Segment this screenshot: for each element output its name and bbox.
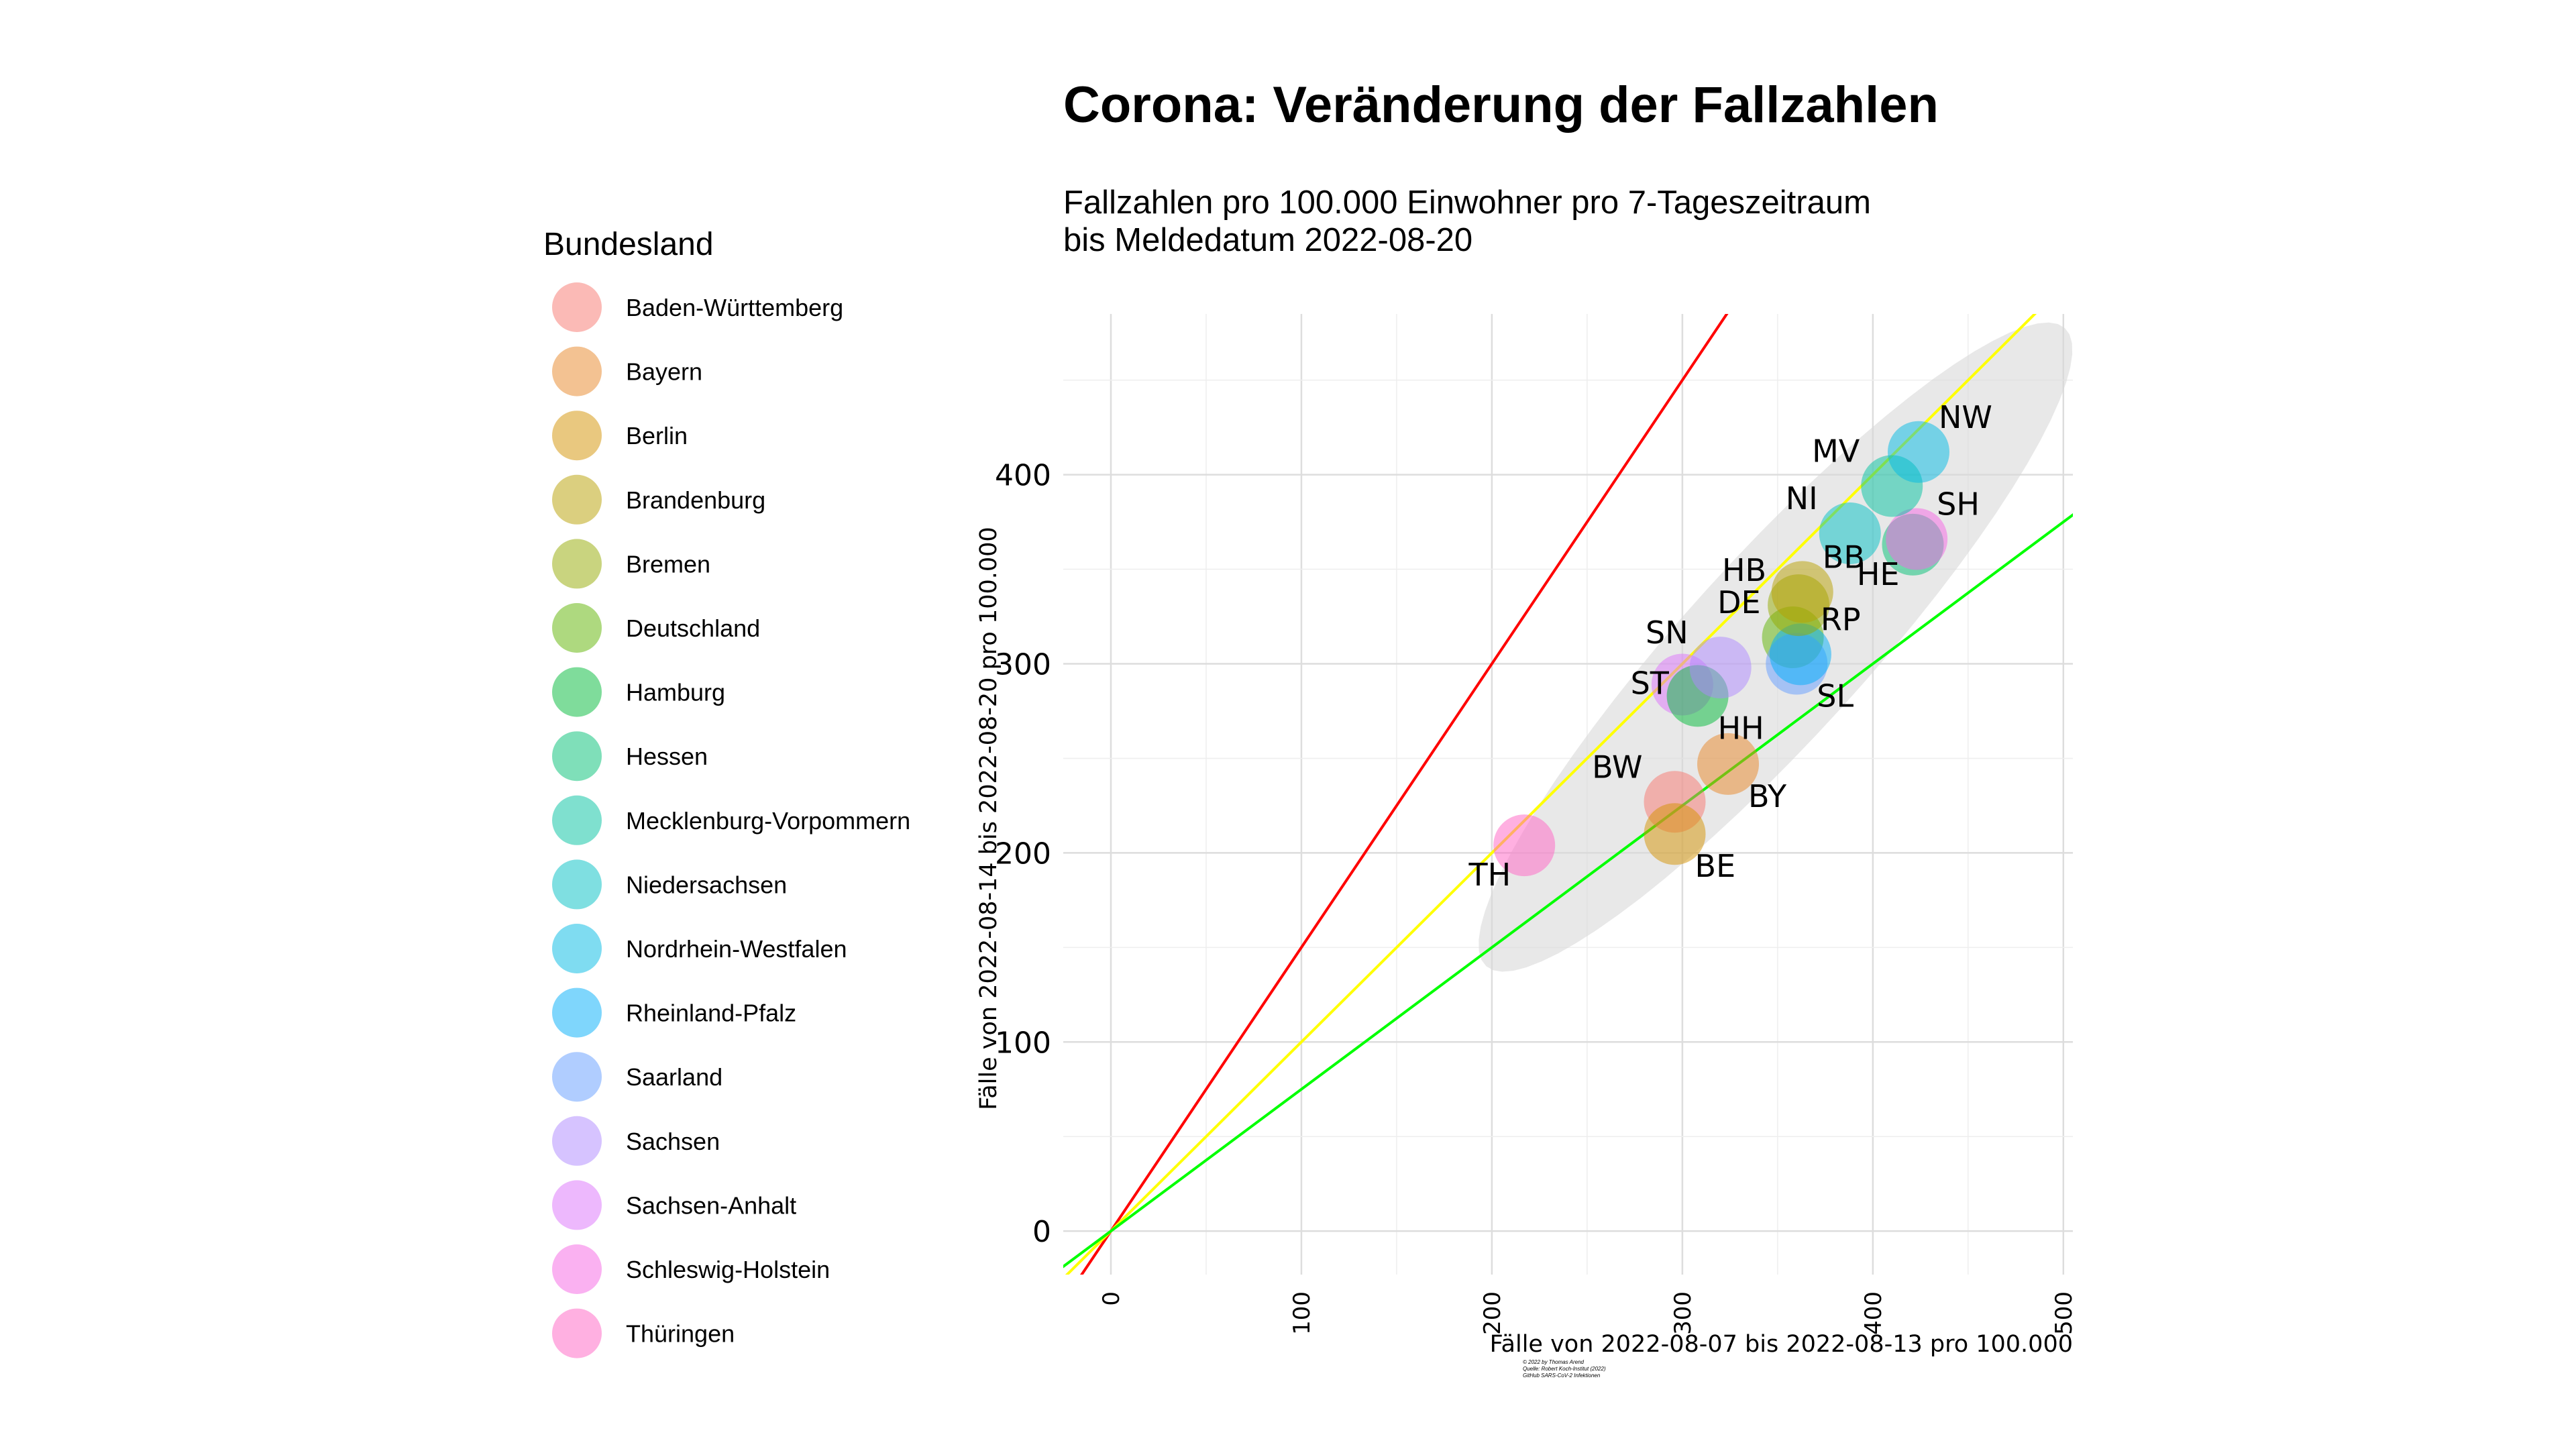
legend-item-label: Schleswig-Holstein (626, 1256, 830, 1283)
data-point-by (1697, 733, 1760, 795)
caption-line: © 2022 by Thomas Arend (1523, 1359, 1585, 1365)
x-tick-label: 100 (1289, 1291, 1316, 1335)
legend-item-label: Rheinland-Pfalz (626, 1000, 796, 1027)
data-label-hh: HH (1718, 710, 1764, 746)
legend-item-label: Mecklenburg-Vorpommern (626, 807, 910, 835)
caption-line: Quelle: Robert Koch-Institut (2022) (1523, 1366, 1606, 1372)
legend-swatch (552, 795, 602, 845)
y-tick-label: 300 (995, 647, 1051, 682)
caption-line: GitHub SARS-CoV-2 Infektionen (1523, 1373, 1601, 1379)
data-label-by: BY (1748, 778, 1787, 814)
legend-swatch (552, 1052, 602, 1102)
axes: 0 100 200 300 400 500 0 100 200 300 400 (995, 459, 2078, 1335)
legend-swatch (552, 667, 602, 717)
chart-title: Corona: Veränderung der Fallzahlen (1063, 76, 1939, 133)
legend-swatch (552, 731, 602, 782)
data-point-ni (1819, 502, 1881, 564)
legend-item-label: Sachsen (626, 1128, 720, 1155)
data-point-sn (1689, 637, 1752, 699)
legend-swatch (552, 411, 602, 461)
y-tick-label: 400 (995, 459, 1051, 493)
data-point-nw (1887, 421, 1949, 483)
x-axis-label: Fälle von 2022-08-07 bis 2022-08-13 pro … (1490, 1331, 2073, 1358)
data-label-nw: NW (1939, 399, 1992, 435)
legend-swatch (552, 282, 602, 332)
legend-swatch (552, 346, 602, 396)
legend-item-label: Thüringen (626, 1320, 735, 1348)
x-tick-label: 500 (2051, 1291, 2078, 1335)
legend-swatch (552, 987, 602, 1038)
chart-subtitle-line2: bis Meldedatum 2022-08-20 (1063, 222, 1472, 258)
data-label-hb: HB (1722, 552, 1766, 588)
legend-swatch (552, 474, 602, 525)
legend-item-label: Baden-Württemberg (626, 294, 843, 321)
data-point-rp (1769, 623, 1831, 686)
data-label-sh: SH (1937, 486, 1980, 522)
reference-line-slope-0-75 (1063, 513, 2073, 1269)
data-label-rp: RP (1821, 601, 1861, 637)
data-label-bw: BW (1592, 749, 1642, 785)
y-tick-label: 100 (995, 1026, 1051, 1060)
data-point-be (1644, 803, 1706, 865)
plot-grid (1063, 314, 2073, 1275)
legend-item-label: Berlin (626, 422, 688, 449)
data-point-sh (1886, 508, 1948, 570)
legend-item-label: Hamburg (626, 679, 725, 706)
x-tick-label: 0 (1098, 1291, 1125, 1306)
legend-swatch (552, 1308, 602, 1358)
x-tick-label: 300 (1670, 1291, 1697, 1335)
data-label-st: ST (1631, 665, 1670, 702)
legend: Bundesland Baden-Württemberg Bayern Berlin… (543, 227, 910, 1358)
data-point-th (1493, 814, 1556, 877)
legend-item-label: Niedersachsen (626, 871, 787, 898)
x-tick-label: 400 (1860, 1291, 1887, 1335)
reference-line-slope-1 (1065, 314, 2037, 1275)
y-tick-label: 0 (1032, 1215, 1051, 1249)
legend-swatch (552, 1180, 602, 1230)
data-label-he: HE (1857, 556, 1900, 592)
legend-item-label: Brandenburg (626, 486, 765, 514)
reference-line-slope-1-5 (1080, 314, 1729, 1275)
y-tick-label: 200 (995, 837, 1051, 871)
legend-title: Bundesland (543, 227, 714, 262)
legend-item-label: Deutschland (626, 614, 760, 642)
data-label-ni: NI (1786, 480, 1818, 517)
legend-swatch (552, 539, 602, 589)
y-axis-label: Fälle von 2022-08-14 bis 2022-08-20 pro … (975, 527, 1002, 1110)
legend-swatch (552, 1116, 602, 1166)
legend-item-label: Saarland (626, 1063, 722, 1091)
data-label-th: TH (1468, 857, 1511, 893)
data-label-mv: MV (1812, 433, 1860, 470)
legend-item-label: Bremen (626, 550, 710, 578)
legend-item-label: Nordrhein-Westfalen (626, 935, 847, 963)
legend-swatch (552, 1244, 602, 1294)
data-label-be: BE (1695, 848, 1736, 884)
legend-swatch (552, 924, 602, 973)
legend-item-label: Bayern (626, 358, 702, 386)
data-label-sl: SL (1817, 678, 1854, 714)
legend-swatch (552, 859, 602, 910)
legend-item-label: Sachsen-Anhalt (626, 1191, 796, 1219)
legend-item-label: Hessen (626, 743, 708, 770)
legend-swatch (552, 603, 602, 653)
data-label-de: DE (1717, 584, 1761, 621)
data-point-bb (1771, 561, 1833, 623)
chart-subtitle-line1: Fallzahlen pro 100.000 Einwohner pro 7-T… (1063, 184, 1871, 221)
data-label-bb: BB (1823, 539, 1865, 575)
x-tick-label: 200 (1479, 1291, 1506, 1335)
data-label-sn: SN (1646, 614, 1688, 651)
